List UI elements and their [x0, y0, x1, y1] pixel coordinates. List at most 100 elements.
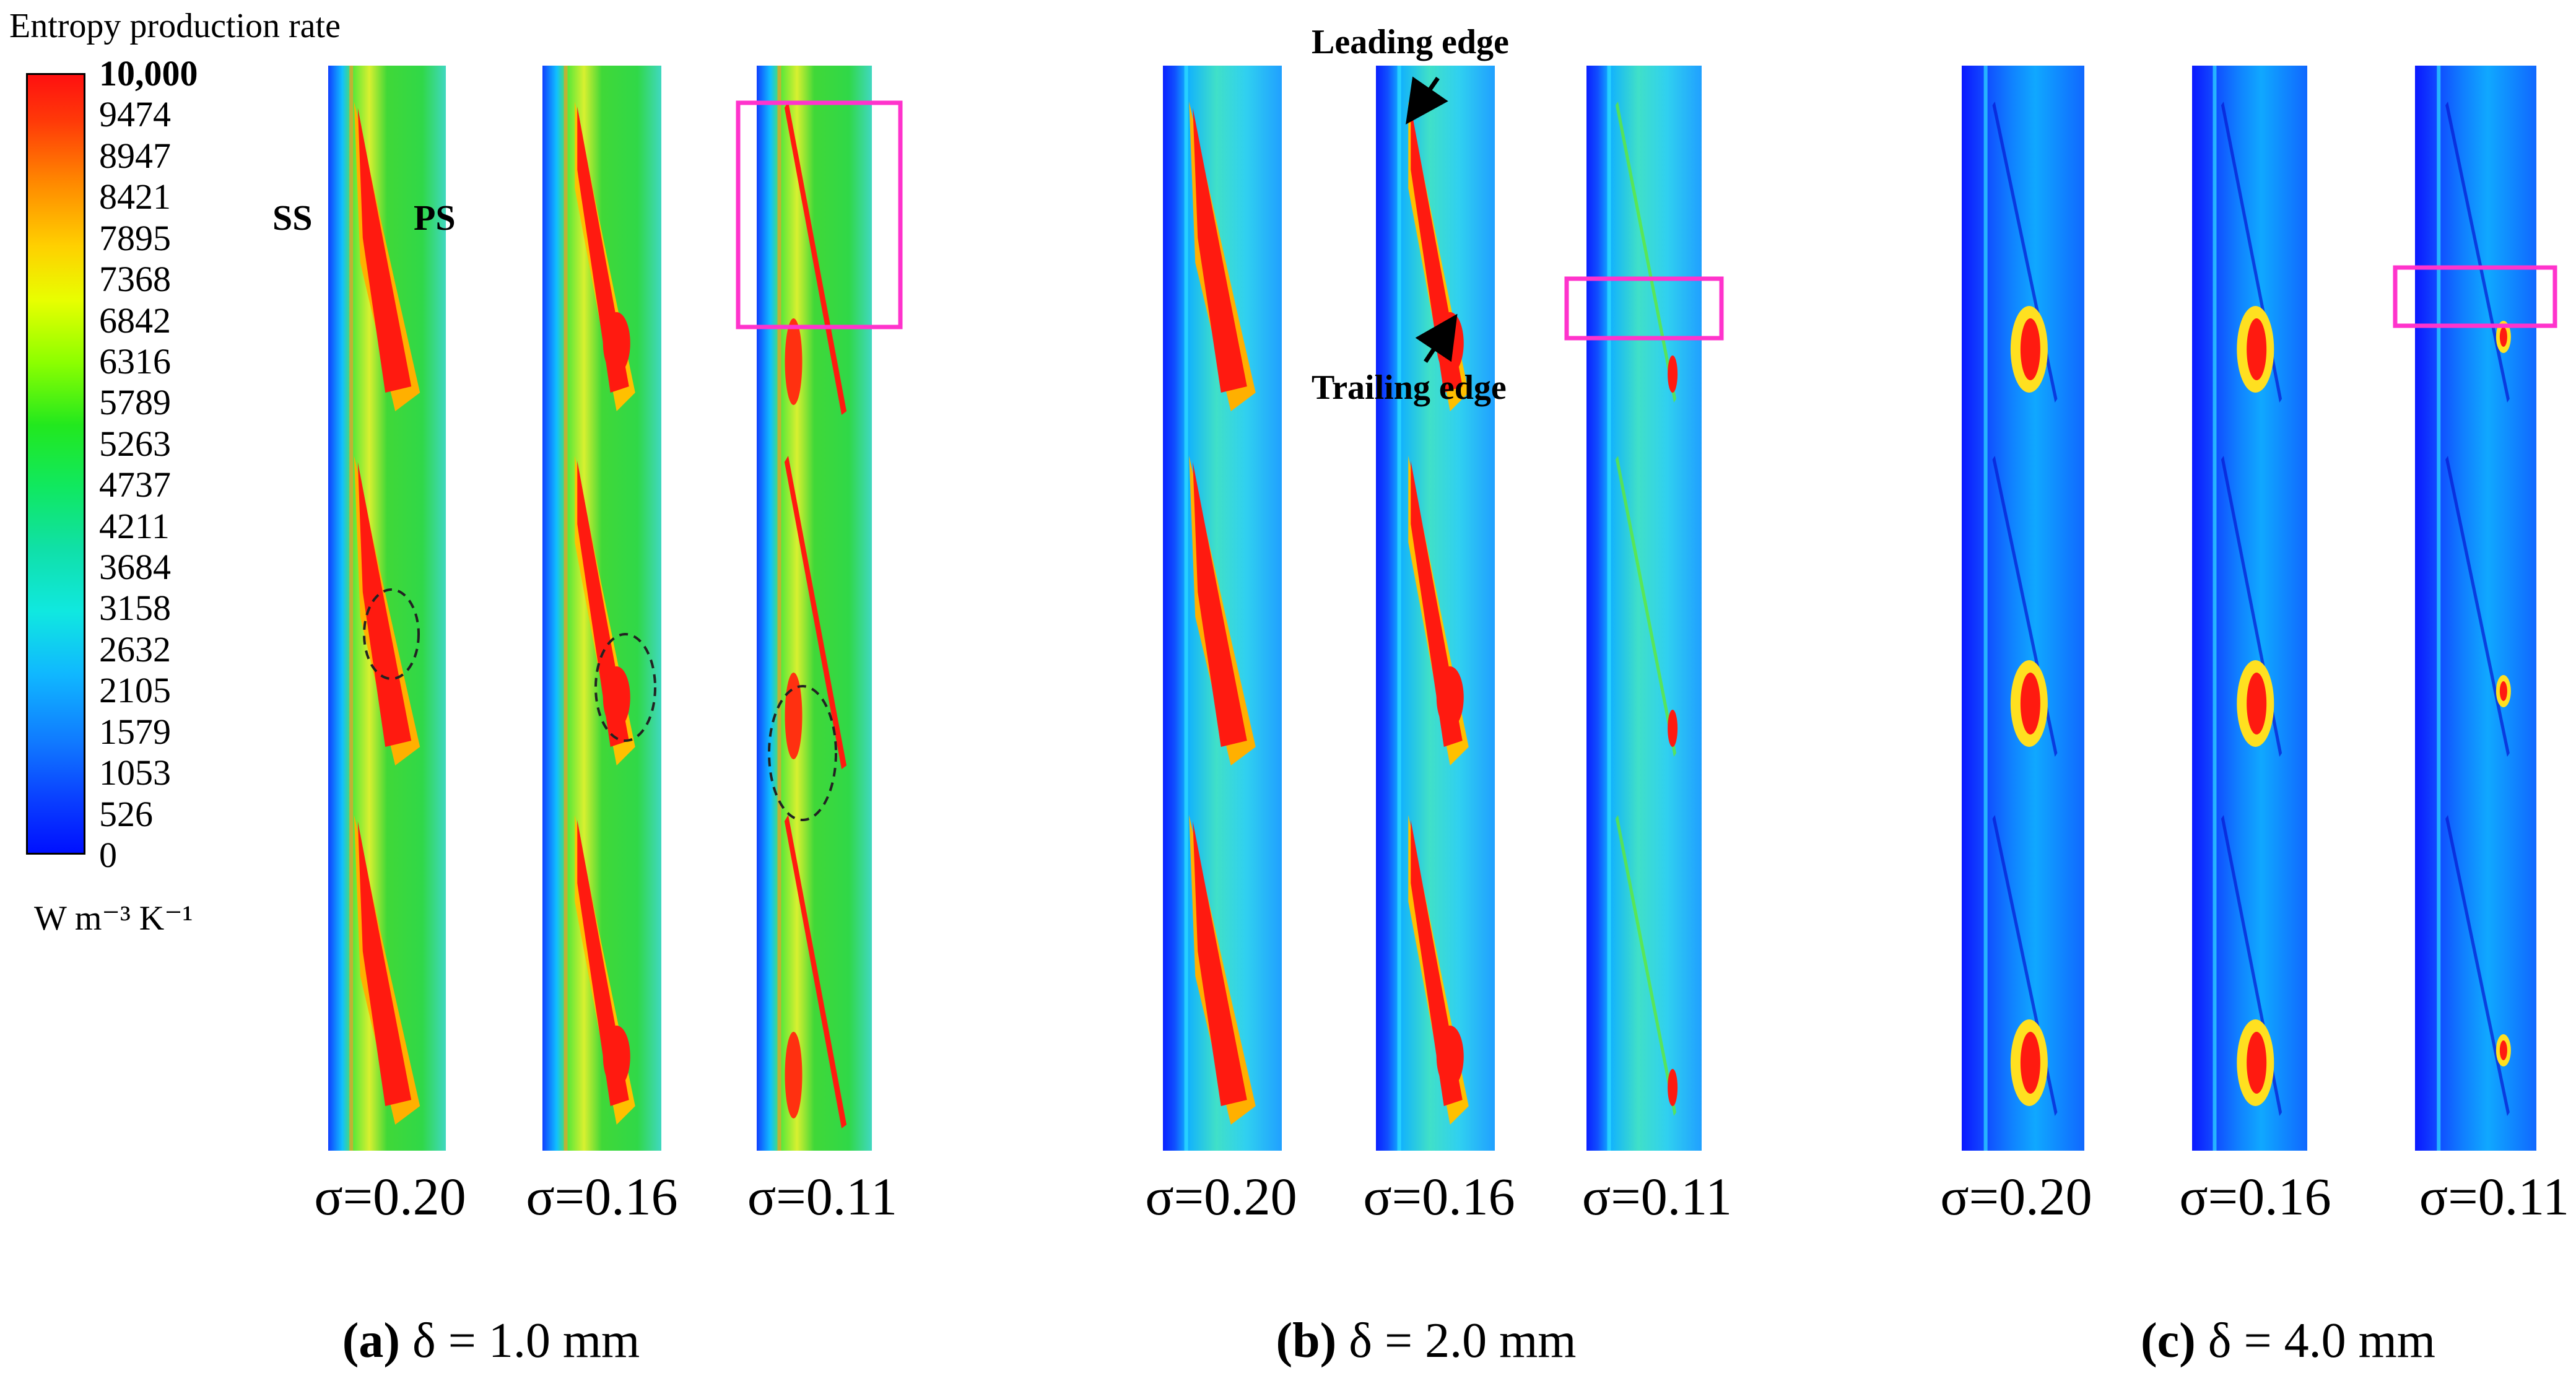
colorbar-tick: 2105	[99, 670, 171, 711]
sigma-label: σ=0.16	[526, 1167, 678, 1226]
sigma-label: σ=0.11	[2419, 1167, 2570, 1226]
blade-tip-spot	[603, 312, 630, 374]
blade-tip-spot	[2499, 681, 2507, 701]
colorbar-tick: 8421	[99, 177, 171, 217]
wake-streak	[2213, 66, 2217, 1151]
colorbar-tick: 4211	[99, 505, 170, 546]
contour-field	[1586, 66, 1702, 1151]
sigma-label: σ=0.11	[747, 1167, 898, 1226]
panel-caption-b: (b) δ = 2.0 mm	[1276, 1313, 1576, 1369]
blade-high-region	[1193, 821, 1247, 1106]
contour-field	[1163, 66, 1282, 1151]
colorbar-tick: 5263	[99, 423, 171, 464]
blade-edge-line	[1615, 815, 1677, 1116]
contour-background	[2192, 66, 2307, 1151]
leading-edge-label: Leading edge	[1312, 23, 1509, 61]
wake-spot	[785, 673, 803, 759]
wake-streak	[349, 66, 354, 1151]
contour-field	[2415, 66, 2536, 1151]
blade-tip-spot	[2499, 1040, 2507, 1060]
wake-streak	[1983, 66, 1988, 1151]
sigma-label: σ=0.20	[1145, 1167, 1297, 1226]
caption-text: δ = 1.0 mm	[400, 1314, 640, 1368]
legend-unit: W m⁻³ K⁻¹	[34, 899, 193, 938]
blade-tip-spot	[2020, 673, 2040, 734]
colorbar-tick: 3158	[99, 588, 171, 629]
caption-text: δ = 4.0 mm	[2195, 1314, 2436, 1368]
blade-tip-spot	[1436, 666, 1464, 728]
colorbar-tick: 8947	[99, 135, 171, 176]
wake-streak	[564, 66, 568, 1151]
sigma-label: σ=0.16	[1363, 1167, 1515, 1226]
wake-streak	[1607, 66, 1611, 1151]
blade-high-region	[357, 821, 412, 1106]
sigma-label: σ=0.16	[2179, 1167, 2331, 1226]
contour-strip-a-sigma-016	[542, 66, 661, 1151]
contour-background	[1962, 66, 2084, 1151]
blade-edge-line	[2445, 456, 2510, 757]
blade-tip-spot	[2247, 673, 2267, 734]
trailing-edge-label: Trailing edge	[1312, 368, 1507, 407]
panel-caption-a: (a) δ = 1.0 mm	[342, 1313, 640, 1369]
sigma-label: σ=0.20	[314, 1167, 466, 1226]
contour-field	[542, 66, 661, 1151]
wake-streak	[1184, 66, 1188, 1151]
contour-field	[1962, 66, 2084, 1151]
sigma-label: σ=0.11	[1582, 1167, 1733, 1226]
blade-high-region	[1193, 462, 1247, 747]
wake-spot	[785, 318, 803, 405]
caption-letter: (c)	[2140, 1314, 2196, 1368]
pressure-side-label: PS	[414, 198, 456, 238]
wake-streak	[2437, 66, 2441, 1151]
contour-strip-c-sigma-016	[2192, 66, 2307, 1151]
colorbar-tick: 5789	[99, 382, 171, 423]
colorbar-tick: 7895	[99, 217, 171, 258]
colorbar-tick: 6842	[99, 300, 171, 341]
panel-caption-c: (c) δ = 4.0 mm	[2141, 1313, 2435, 1369]
colorbar-tick: 10,000	[99, 53, 198, 94]
blade-tip-spot	[1668, 1069, 1678, 1106]
contour-field	[1376, 66, 1495, 1151]
blade-tip-spot	[603, 1026, 630, 1087]
colorbar-tick: 1053	[99, 752, 171, 793]
colorbar-ticks: 10,000 9474 8947 8421 7895 7368 6842 631…	[99, 53, 260, 875]
blade-high-region	[1193, 108, 1247, 393]
colorbar-tick: 6316	[99, 341, 171, 381]
blade-tip-spot	[603, 666, 630, 728]
blade-tip-spot	[2499, 327, 2507, 347]
blade-tip-spot	[1668, 355, 1678, 393]
blade-tip-spot	[2020, 1032, 2040, 1094]
wake-streak	[1397, 66, 1401, 1151]
colorbar	[26, 73, 85, 855]
contour-field	[757, 66, 872, 1151]
contour-strip-c-sigma-020	[1962, 66, 2084, 1151]
contour-strip-b-sigma-020	[1163, 66, 1282, 1151]
contour-strip-c-sigma-011	[2415, 66, 2536, 1151]
colorbar-tick: 0	[99, 835, 117, 875]
blade-tip-spot	[2247, 318, 2267, 380]
blade-edge-line	[1615, 456, 1677, 757]
blade-tip-spot	[2247, 1032, 2267, 1094]
caption-letter: (b)	[1276, 1314, 1337, 1368]
contour-strip-a-sigma-011	[757, 66, 872, 1151]
colorbar-tick: 526	[99, 793, 153, 834]
blade-edge-line	[2445, 815, 2510, 1116]
contour-strip-b-sigma-016	[1376, 66, 1495, 1151]
sigma-label: σ=0.20	[1940, 1167, 2092, 1226]
caption-text: δ = 2.0 mm	[1336, 1314, 1577, 1368]
wake-spot	[785, 1032, 803, 1118]
blade-high-region	[784, 815, 847, 1128]
wake-streak	[777, 66, 781, 1151]
caption-letter: (a)	[342, 1314, 401, 1368]
contour-background	[2415, 66, 2536, 1151]
colorbar-tick: 2632	[99, 629, 171, 669]
suction-side-label: SS	[272, 198, 313, 238]
blade-tip-spot	[1668, 710, 1678, 747]
colorbar-tick: 3684	[99, 547, 171, 588]
contour-field	[2192, 66, 2307, 1151]
colorbar-tick: 7368	[99, 259, 171, 300]
blade-tip-spot	[1436, 312, 1464, 374]
colorbar-tick: 9474	[99, 94, 171, 135]
colorbar-tick: 1579	[99, 711, 171, 752]
blade-tip-spot	[2020, 318, 2040, 380]
